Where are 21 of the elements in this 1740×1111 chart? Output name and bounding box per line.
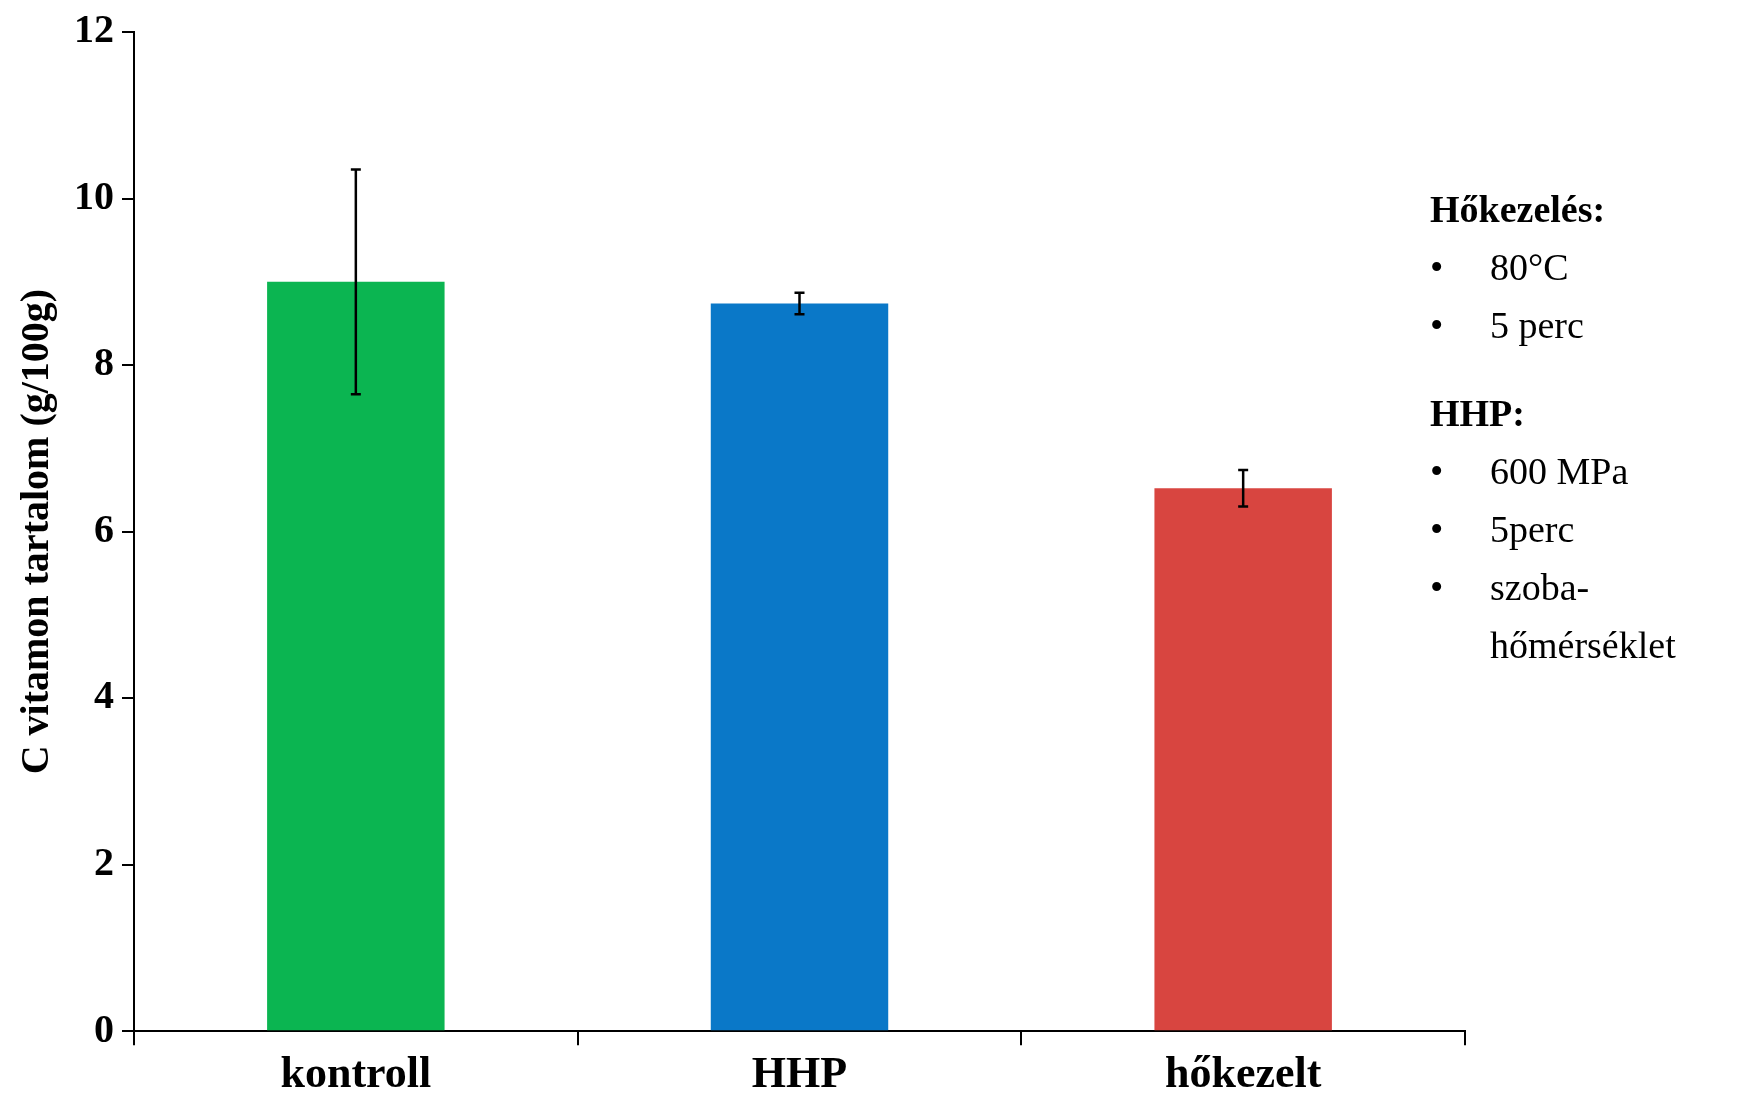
y-axis-title: C vitamon tartalom (g/100g) [12,288,58,775]
y-tick-label: 0 [94,1005,114,1051]
x-tick-label: kontroll [280,1047,432,1097]
annotation: HHP: [1430,391,1526,436]
bar [1154,488,1332,1031]
text: • 5 perc [1430,304,1584,346]
x-tick-label: HHP [751,1047,848,1097]
x-tick-label: hőkezelt [1164,1047,1322,1097]
y-tick-label: 2 [94,838,114,884]
text: • szoba-hőmérséklet [1430,566,1676,666]
annotation: Hőkezelés: [1430,187,1607,232]
y-tick-label: 12 [74,6,114,52]
y-tick-label: 6 [94,505,114,551]
y-tick-label: 4 [94,672,114,718]
text: • 80°C [1430,246,1569,288]
bar [710,303,889,1031]
text: • 600 MPa [1430,450,1629,492]
text: • 5perc [1430,508,1575,550]
y-tick-label: 10 [74,172,114,218]
y-tick-label: 8 [94,339,114,385]
bar [267,281,445,1031]
